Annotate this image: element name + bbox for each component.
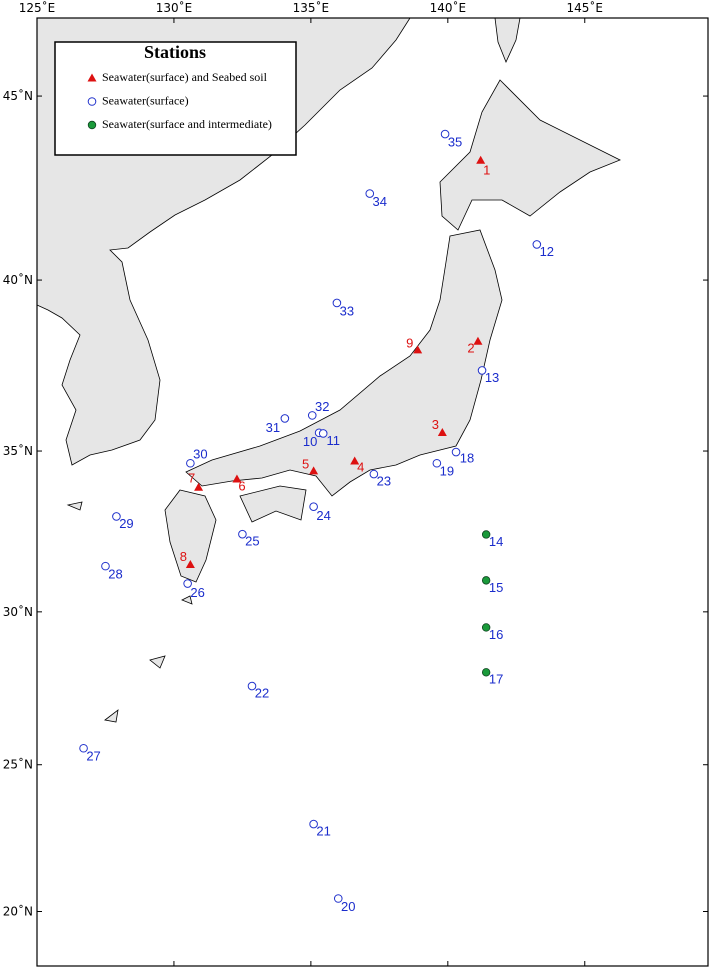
x-tick-label: 135˚E — [293, 0, 330, 15]
station-label: 2 — [467, 341, 474, 356]
station-marker — [481, 623, 491, 632]
station-label: 28 — [108, 567, 122, 582]
station-label: 6 — [238, 478, 245, 493]
station-label: 25 — [245, 534, 259, 549]
station-marker — [440, 129, 450, 139]
station-marker — [194, 482, 204, 491]
station-label: 18 — [460, 450, 474, 465]
island — [149, 655, 166, 669]
station-label: 10 — [303, 434, 317, 449]
station-marker — [79, 743, 88, 753]
station-label: 14 — [489, 534, 503, 549]
station-label: 23 — [377, 474, 391, 489]
station-marker — [309, 502, 318, 512]
legend-label: Seawater(surface and intermediate) — [102, 117, 272, 131]
island — [181, 595, 193, 605]
y-tick-label: 25˚N — [3, 757, 33, 772]
station-label: 27 — [86, 749, 100, 764]
station-label: 8 — [180, 549, 187, 564]
station-marker — [332, 298, 342, 308]
station-label: 29 — [119, 516, 133, 531]
legend-marker — [87, 120, 97, 130]
station-marker — [247, 681, 257, 691]
legend-label: Seawater(surface) — [102, 93, 189, 107]
station-marker — [481, 668, 491, 677]
y-tick-label: 30˚N — [3, 604, 33, 619]
legend-title: Stations — [144, 42, 206, 62]
station-marker — [318, 429, 328, 438]
station-label: 30 — [193, 447, 207, 462]
station-marker — [186, 458, 195, 468]
station-marker — [185, 560, 195, 569]
station-marker — [333, 894, 343, 903]
station-label: 20 — [341, 899, 355, 914]
station-marker — [112, 512, 121, 521]
legend-marker — [87, 97, 97, 106]
station-marker — [476, 155, 486, 164]
station-label: 24 — [316, 508, 330, 523]
island — [66, 501, 83, 511]
station-label: 22 — [255, 686, 269, 701]
station-marker — [451, 447, 461, 457]
station-label: 15 — [489, 580, 503, 595]
station-label: 21 — [316, 824, 330, 839]
station-marker — [101, 561, 110, 571]
station-marker — [413, 345, 423, 354]
station-label: 17 — [489, 672, 503, 687]
station-label: 26 — [190, 585, 204, 600]
station-label: 32 — [315, 399, 329, 414]
station-label: 1 — [483, 163, 490, 178]
station-marker — [473, 336, 483, 345]
station-label: 9 — [406, 335, 413, 350]
legend: Stations Seawater(surface) and Seabed so… — [54, 41, 297, 156]
hokkaido — [439, 79, 621, 231]
station-marker — [309, 819, 318, 829]
station-marker — [481, 530, 491, 539]
station-marker — [477, 366, 487, 375]
station-marker — [183, 579, 192, 588]
station-label: 7 — [188, 471, 195, 486]
y-tick-label: 45˚N — [3, 88, 33, 103]
station-marker — [238, 529, 247, 539]
station-marker — [307, 411, 317, 420]
station-label: 33 — [340, 303, 354, 318]
station-marker — [432, 458, 442, 468]
station-label: 34 — [373, 194, 387, 209]
x-tick-label: 140˚E — [430, 0, 467, 15]
map-frame — [36, 17, 709, 967]
station-label: 12 — [540, 244, 554, 259]
station-label: 35 — [448, 135, 462, 150]
y-tick-label: 20˚N — [3, 904, 33, 919]
station-label: 4 — [357, 459, 364, 474]
legend-marker — [87, 73, 97, 82]
x-tick-label: 125˚E — [19, 0, 56, 15]
kyushu — [164, 489, 217, 583]
station-marker — [309, 466, 319, 475]
station-marker — [232, 474, 242, 483]
legend-label: Seawater(surface) and Seabed soil — [102, 70, 268, 84]
station-marker — [280, 414, 290, 423]
island — [104, 709, 119, 723]
y-tick-label: 40˚N — [3, 272, 33, 287]
x-tick-label: 130˚E — [156, 0, 193, 15]
station-marker — [437, 427, 447, 436]
station-label: 13 — [485, 370, 499, 385]
shikoku — [239, 485, 307, 523]
station-label: 11 — [326, 433, 340, 448]
station-marker — [369, 469, 379, 479]
station-label: 19 — [440, 464, 454, 479]
station-label: 31 — [266, 420, 280, 435]
legend-box — [54, 41, 297, 156]
station-label: 16 — [489, 627, 503, 642]
station-marker — [365, 189, 375, 198]
station-marker — [532, 240, 542, 249]
station-label: 3 — [432, 417, 439, 432]
y-tick-label: 35˚N — [3, 443, 33, 458]
x-tick-label: 145˚E — [567, 0, 604, 15]
station-marker — [350, 456, 360, 465]
station-label: 5 — [302, 456, 309, 471]
station-marker — [481, 576, 491, 585]
